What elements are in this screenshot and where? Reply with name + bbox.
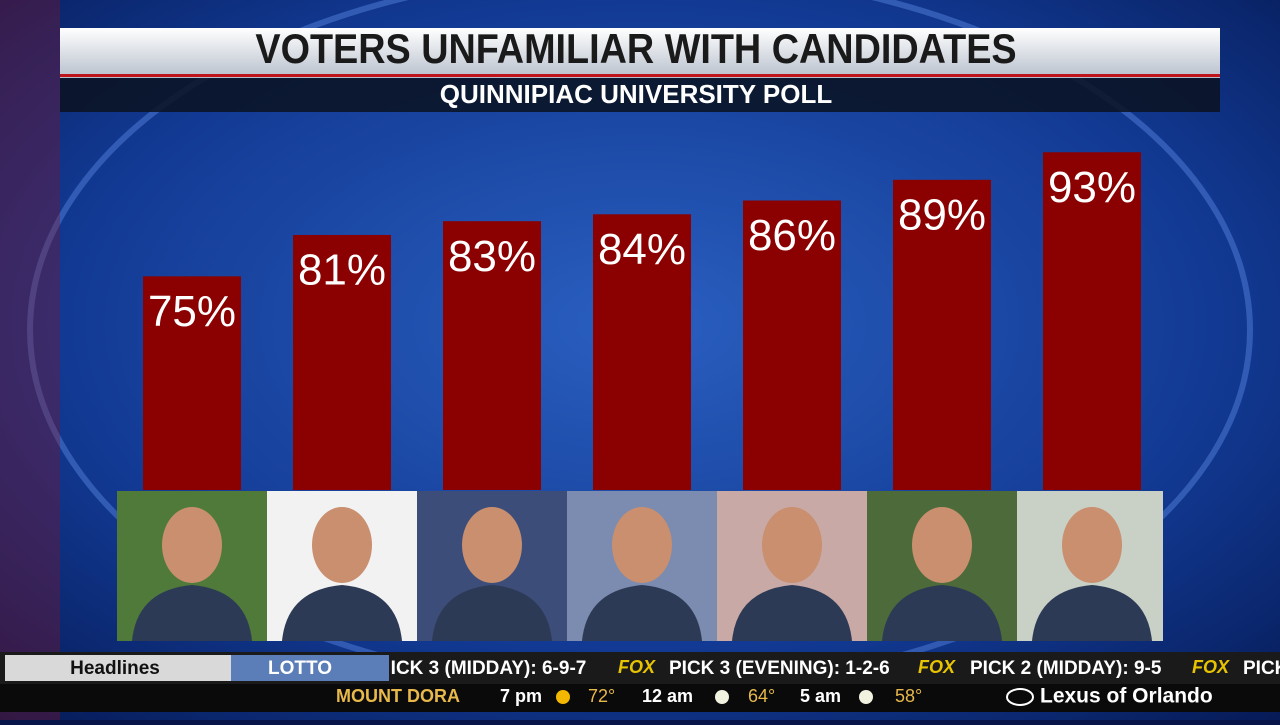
portrait-shape [732,585,852,641]
portrait-shape [162,507,222,583]
chart-title: VOTERS UNFAMILIAR WITH CANDIDATES [255,26,1016,72]
chart-subtitle: QUINNIPIAC UNIVERSITY POLL [440,79,833,109]
ticker-logo: FOX [1192,657,1230,677]
portrait-shape [1032,585,1152,641]
ticker-item: PICK 3 (MIDDAY): 6-9-7 [378,658,586,679]
ticker-logo: FOX [618,657,656,677]
ticker-item: PICK 2 (MIDDAY): 9-5 [970,658,1162,679]
candidate-photos [117,491,1163,641]
value-label: 81% [298,246,386,295]
sponsor: Lexus of Orlando [1040,685,1213,708]
value-label: 89% [898,190,986,239]
subtitle-bar [60,78,1220,112]
section-label: Headlines [70,658,160,679]
weather-icon [715,690,729,704]
forecast-time: 5 am [800,686,841,706]
forecast-time: 12 am [642,686,693,706]
bar [293,234,391,490]
portrait-shape [312,507,372,583]
bar [743,200,841,490]
section-tab [5,655,231,681]
bar [1043,152,1141,490]
value-label: 83% [448,232,536,281]
value-label: 75% [148,287,236,336]
ticker-item: PICK 3 (MIDDAY): 6-9-7 [1243,658,1280,679]
portrait-shape [1062,507,1122,583]
section-tab [231,655,389,681]
portrait-shape [912,507,972,583]
bar [143,276,241,490]
portrait-shape [612,507,672,583]
forecast-temp: 64° [748,686,775,706]
bar [893,179,991,491]
value-label: 86% [748,211,836,260]
title-rule [60,74,1220,77]
forecast-temp: 58° [895,686,922,706]
sponsor-logo [1006,688,1034,706]
weather-location: MOUNT DORA [336,686,460,706]
forecast-temp: 72° [588,686,615,706]
ticker-logo: FOX [918,657,956,677]
portrait-shape [132,585,252,641]
forecast-time: 7 pm [500,686,542,706]
portrait-shape [882,585,1002,641]
ticker-crawl: PICK 3 (MIDDAY): 6-9-7 FOX PICK 3 (EVENI… [378,657,1280,679]
bar [593,214,691,491]
weather-bar [0,684,1280,712]
bar [443,221,541,490]
title-bar [60,28,1220,78]
ticker-item: PICK 3 (EVENING): 1-2-6 [669,658,890,679]
section-label: LOTTO [268,658,332,679]
portrait-shape [432,585,552,641]
portrait-shape [582,585,702,641]
weather-icon [556,690,570,704]
background-stripe [0,0,60,720]
portrait-shape [762,507,822,583]
value-label: 93% [1048,163,1136,212]
portrait-shape [282,585,402,641]
portrait-shape [462,507,522,583]
weather-icon [859,690,873,704]
value-label: 84% [598,225,686,274]
